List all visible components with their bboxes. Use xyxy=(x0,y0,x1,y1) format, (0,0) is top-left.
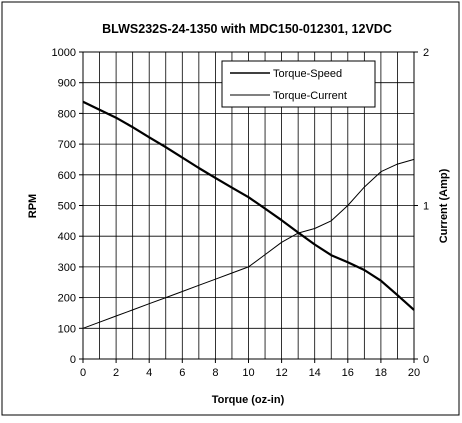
y2-tick-labels: 0 1 2 xyxy=(423,47,429,366)
x-tick-label: 2 xyxy=(113,367,119,379)
x-tick-label: 18 xyxy=(375,367,387,379)
x-tick-label: 14 xyxy=(309,367,321,379)
y2-tick-label: 2 xyxy=(423,47,429,59)
legend-label-torque-speed: Torque-Speed xyxy=(273,68,342,80)
axis-ticks xyxy=(79,51,418,363)
x-tick-label: 10 xyxy=(242,367,254,379)
y-tick-label: 400 xyxy=(58,231,76,243)
legend: Torque-Speed Torque-Current xyxy=(221,60,376,108)
y-tick-label: 700 xyxy=(58,139,76,151)
x-tick-labels: 0 2 4 6 8 10 12 14 16 18 20 xyxy=(80,367,420,379)
y-tick-label: 500 xyxy=(58,201,76,213)
chart-title: BLWS232S-24-1350 with MDC150-012301, 12V… xyxy=(102,22,392,36)
legend-label-torque-current: Torque-Current xyxy=(273,90,347,102)
legend-box xyxy=(221,60,376,108)
y2-tick-label: 0 xyxy=(423,354,429,366)
x-tick-label: 8 xyxy=(212,367,218,379)
x-tick-label: 12 xyxy=(275,367,287,379)
y-tick-label: 300 xyxy=(58,262,76,274)
y2-axis-title: Current (Amp) xyxy=(438,168,450,243)
y-tick-label: 100 xyxy=(58,323,76,335)
x-tick-label: 6 xyxy=(179,367,185,379)
series-lines xyxy=(82,100,415,329)
series-line-torque-speed xyxy=(82,100,415,311)
series-line-torque-current xyxy=(82,158,415,329)
y-axis-title: RPM xyxy=(27,194,39,218)
y-tick-label: 900 xyxy=(58,78,76,90)
x-tick-label: 16 xyxy=(342,367,354,379)
y-tick-label: 200 xyxy=(58,293,76,305)
x-tick-label: 4 xyxy=(146,367,152,379)
y-tick-label: 600 xyxy=(58,170,76,182)
y2-tick-label: 1 xyxy=(423,201,429,213)
x-axis-title: Torque (oz-in) xyxy=(212,394,285,406)
x-tick-label: 20 xyxy=(408,367,420,379)
y-tick-label: 800 xyxy=(58,108,76,120)
y-tick-labels: 0 100 200 300 400 500 600 700 800 900 1000 xyxy=(52,47,76,366)
y-tick-label: 0 xyxy=(70,354,76,366)
y-tick-label: 1000 xyxy=(52,47,76,59)
x-tick-label: 0 xyxy=(80,367,86,379)
